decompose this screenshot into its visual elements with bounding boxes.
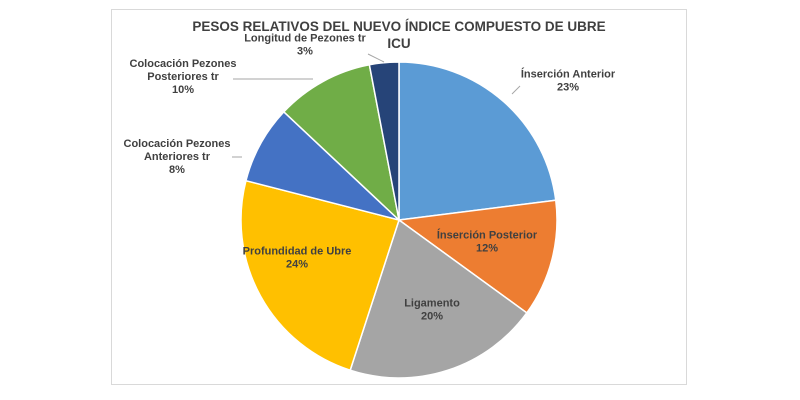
slice-name: Profundidad de Ubre — [243, 246, 352, 258]
pie-slice-4 — [240, 179, 400, 372]
pie-slice-1 — [398, 61, 557, 221]
slice-percent: 24% — [286, 259, 308, 271]
slice-label-7: Longitud de Pezones tr 3% — [244, 33, 366, 58]
slice-percent: 10% — [172, 84, 194, 96]
slice-percent: 3% — [297, 46, 313, 58]
slice-label-4: Profundidad de Ubre 24% — [243, 246, 352, 271]
slice-name: Colocación Pezones — [124, 138, 231, 150]
leader-line-7 — [367, 53, 385, 63]
slice-label-6: Colocación Pezones Posteriores tr 10% — [130, 58, 237, 96]
slice-percent: 8% — [169, 164, 185, 176]
slice-name: Ligamento — [404, 298, 460, 310]
slice-name: Ínserción Anterior — [521, 68, 616, 81]
slice-name: Posteriores tr — [147, 71, 219, 83]
slice-name: Longitud de Pezones tr — [244, 33, 366, 45]
slice-name: Ínserción Posterior — [437, 229, 538, 242]
pie-slice-7 — [368, 61, 400, 221]
slice-label-2: Ínserción Posterior 12% — [437, 229, 538, 255]
slice-label-5: Colocación Pezones Anteriores tr 8% — [124, 138, 231, 176]
slice-labels: Ínserción Anterior 23% Ínserción Posterior… — [124, 33, 616, 323]
slice-label-1: Ínserción Anterior 23% — [521, 68, 616, 94]
chart-title: PESOS RELATIVOS DEL NUEVO ÍNDICE COMPUES… — [111, 18, 687, 52]
slice-label-3: Ligamento 20% — [404, 298, 460, 323]
pie-slice-6 — [282, 63, 401, 223]
pie-slice-3 — [349, 218, 528, 379]
pie-slice-2 — [397, 199, 558, 314]
leader-line-1 — [511, 85, 521, 95]
chart-title-line-2: ICU — [387, 36, 411, 51]
pie-slices — [240, 61, 558, 379]
slice-percent: 20% — [421, 311, 443, 323]
slice-percent: 12% — [476, 243, 498, 255]
slice-name: Anteriores tr — [144, 151, 211, 163]
slice-percent: 23% — [557, 82, 579, 94]
slice-name: Colocación Pezones — [130, 58, 237, 70]
chart-title-line-1: PESOS RELATIVOS DEL NUEVO ÍNDICE COMPUES… — [192, 19, 606, 34]
